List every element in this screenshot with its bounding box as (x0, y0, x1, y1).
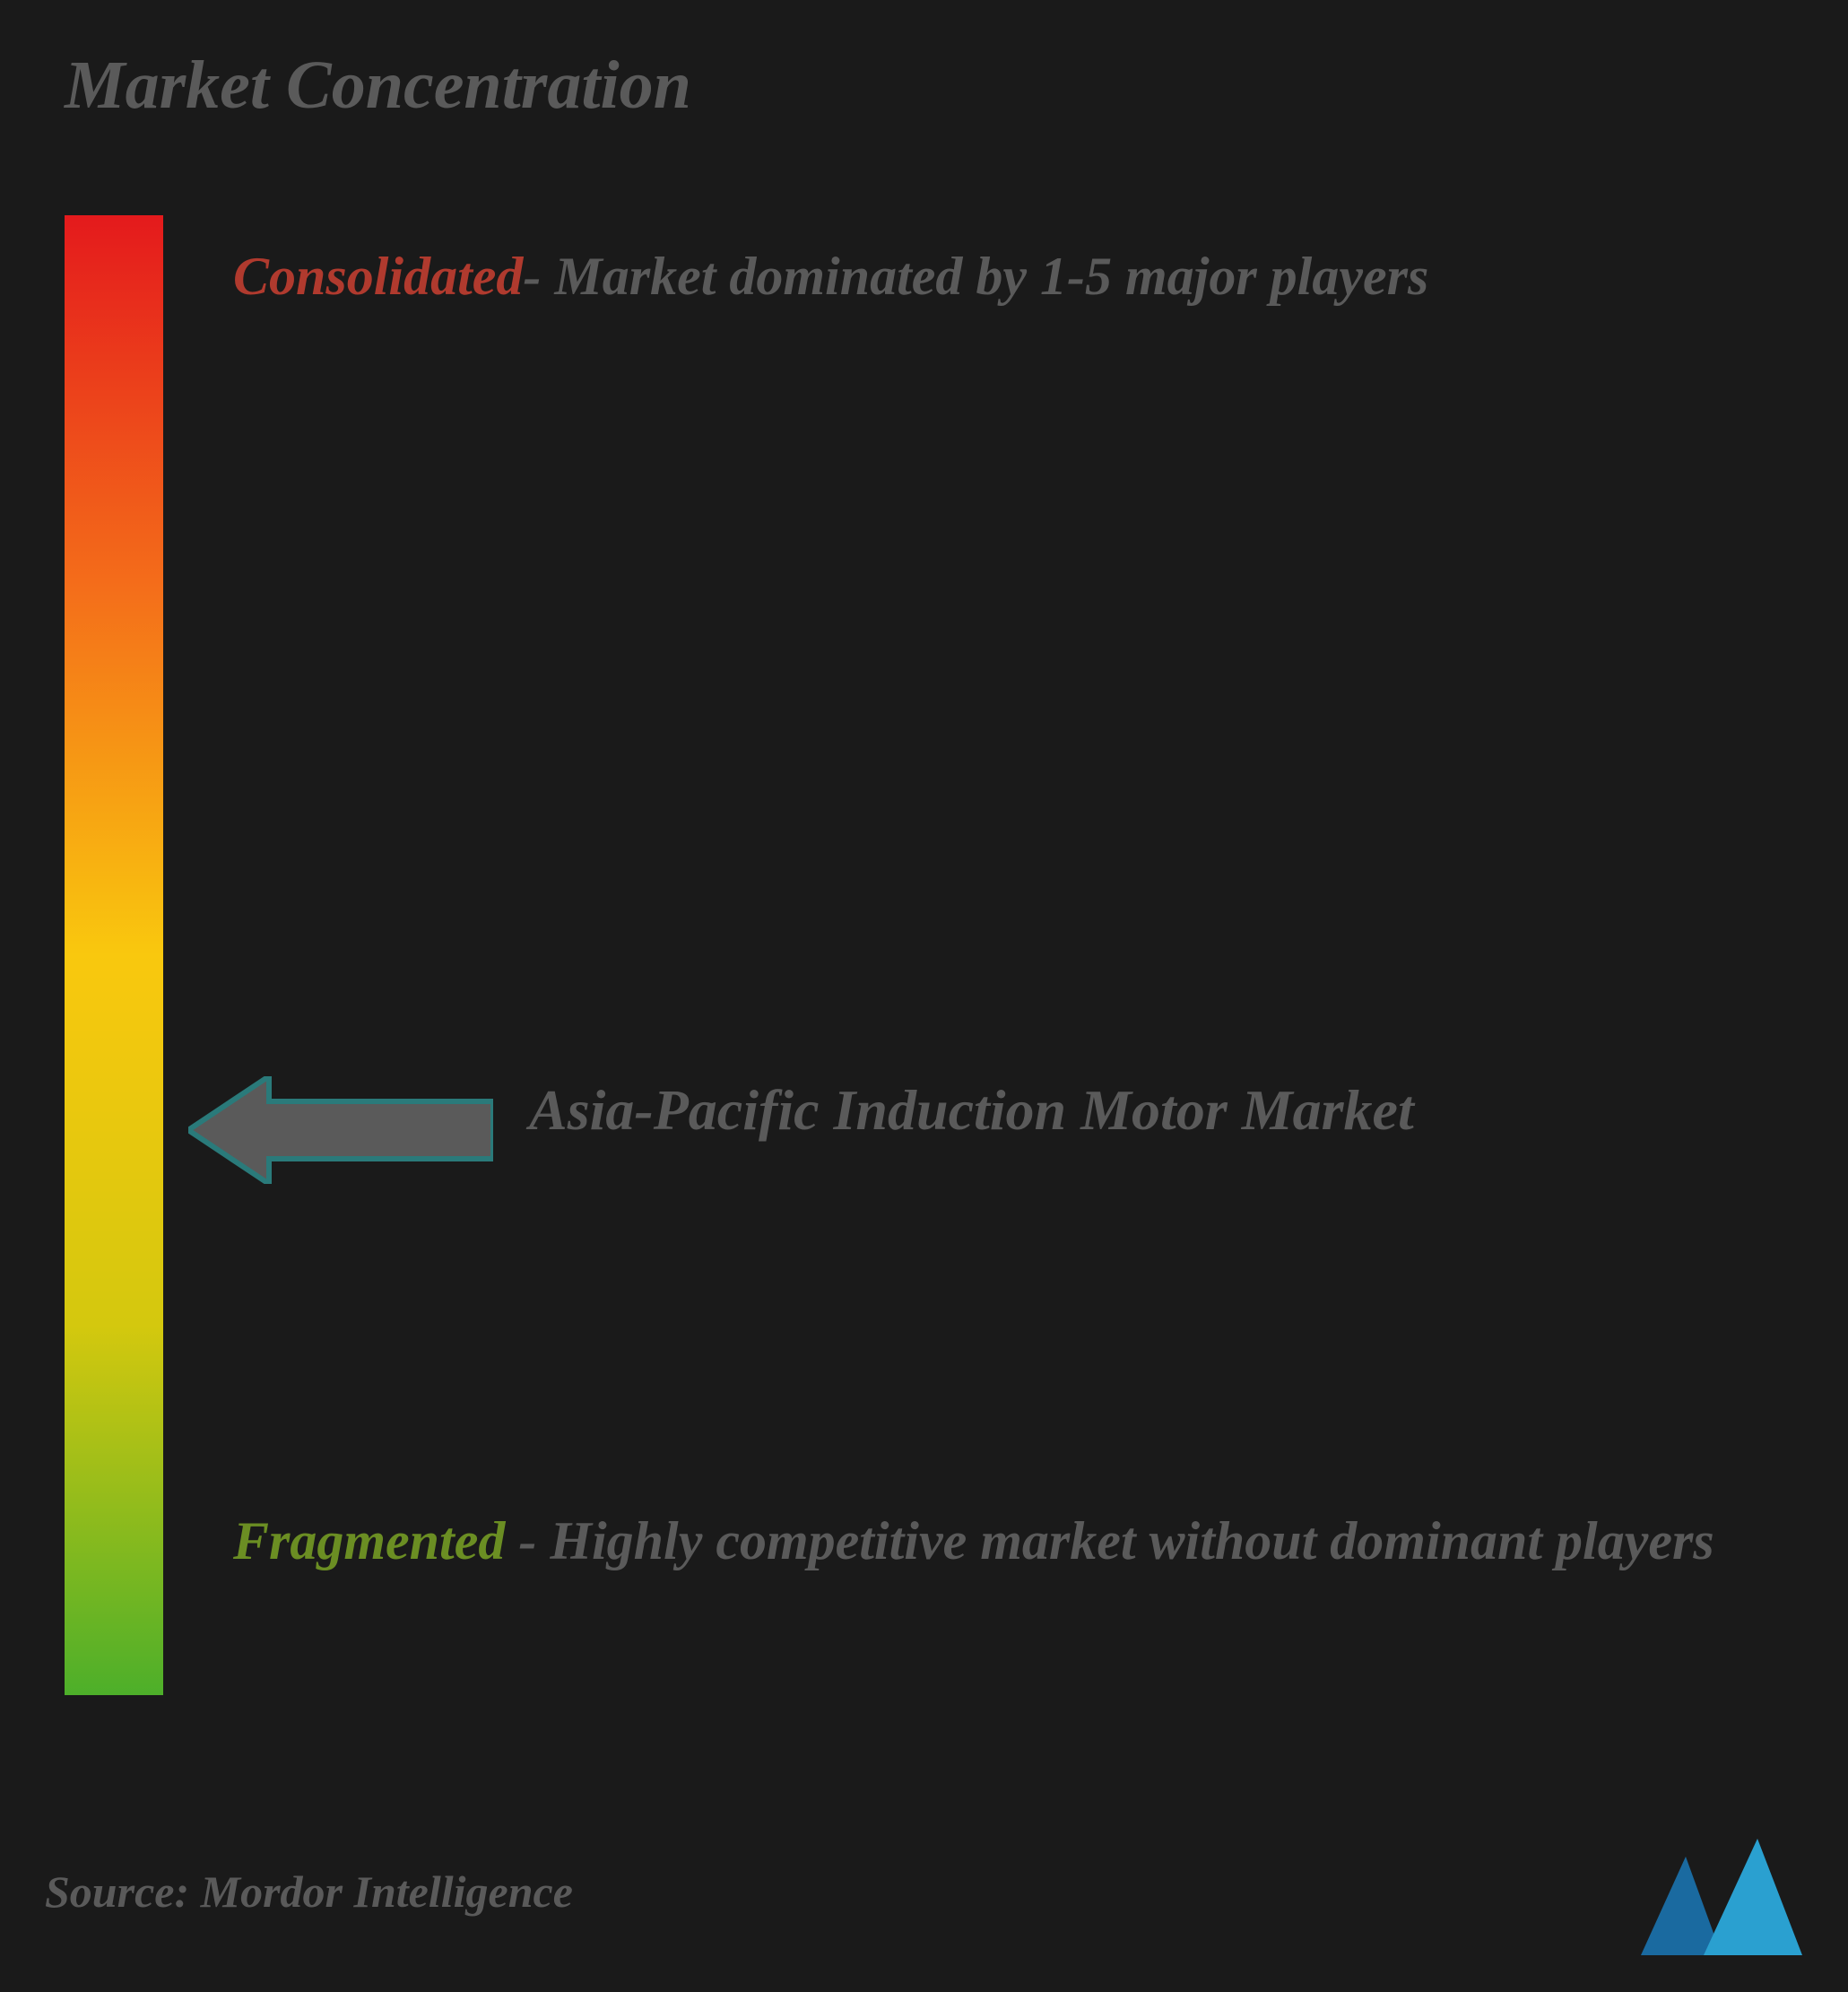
arrow-left-icon (188, 1076, 493, 1184)
source-prefix: Source: (45, 1866, 201, 1917)
consolidated-description: Consolidated- Market dominated by 1-5 ma… (233, 233, 1668, 319)
indicator-arrow (188, 1076, 493, 1184)
infographic-container: Market Concentration Consolidated- Marke… (0, 0, 1848, 1992)
concentration-gradient-bar (65, 215, 163, 1695)
market-name-label: Asia-Pacific Induction Motor Market (529, 1067, 1695, 1153)
fragmented-lead: Fragmented (233, 1511, 505, 1570)
source-name: Mordor Intelligence (201, 1866, 573, 1917)
page-title: Market Concentration (65, 47, 691, 125)
source-attribution: Source: Mordor Intelligence (45, 1866, 573, 1918)
mordor-logo-icon (1641, 1839, 1802, 1955)
consolidated-lead: Consolidated (233, 247, 523, 306)
fragmented-rest: - Highly competitive market without domi… (518, 1511, 1714, 1570)
consolidated-rest: - Market dominated by 1-5 major players (523, 247, 1428, 306)
fragmented-description: Fragmented - Highly competitive market w… (233, 1498, 1757, 1584)
